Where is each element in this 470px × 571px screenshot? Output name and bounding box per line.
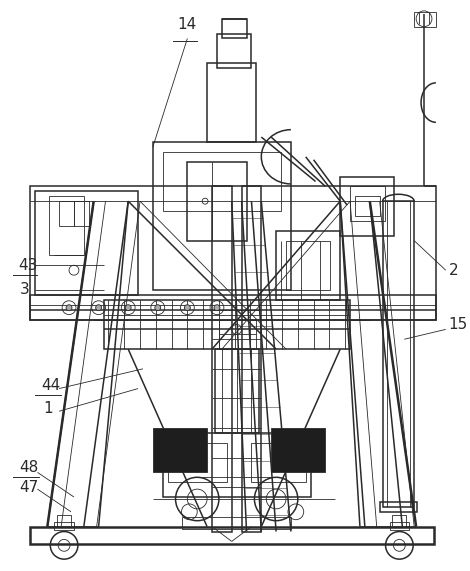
Bar [390, 522, 409, 529]
Text: 3: 3 [20, 283, 30, 297]
Bar [383, 201, 414, 507]
Bar [153, 142, 291, 290]
Text: 2: 2 [449, 263, 458, 278]
Bar [242, 186, 261, 532]
Text: 15: 15 [449, 317, 468, 332]
Circle shape [155, 305, 161, 311]
Bar [414, 12, 436, 27]
Circle shape [96, 305, 102, 311]
Bar [49, 196, 84, 255]
Text: 47: 47 [20, 480, 39, 494]
Bar [54, 522, 74, 529]
Bar [34, 191, 138, 295]
Text: 44: 44 [41, 378, 61, 393]
Bar [182, 517, 291, 529]
Bar [340, 176, 394, 236]
Bar [30, 186, 436, 320]
Bar [163, 433, 311, 497]
Bar [251, 443, 306, 482]
Bar [219, 320, 257, 349]
Bar [103, 300, 350, 349]
Bar [168, 443, 227, 482]
Bar [286, 240, 330, 290]
Bar [57, 515, 71, 526]
Bar [217, 34, 251, 68]
Circle shape [125, 305, 131, 311]
Bar [188, 162, 247, 240]
Bar [212, 186, 232, 532]
Circle shape [214, 305, 220, 311]
Bar [153, 428, 207, 472]
Text: 48: 48 [20, 460, 39, 475]
Text: 1: 1 [43, 401, 53, 416]
Bar [215, 349, 259, 433]
Bar [392, 515, 406, 526]
Bar [59, 201, 74, 226]
Bar [30, 526, 434, 544]
Bar [380, 502, 417, 512]
Text: 43: 43 [18, 258, 37, 273]
Bar [276, 231, 340, 300]
Bar [222, 19, 247, 38]
Bar [207, 63, 257, 142]
Bar [163, 152, 281, 211]
Text: 14: 14 [178, 17, 197, 31]
Bar [350, 186, 384, 221]
Bar [74, 201, 89, 226]
Bar [271, 428, 325, 472]
Circle shape [66, 305, 72, 311]
Bar [355, 196, 380, 216]
Circle shape [184, 305, 190, 311]
Bar [30, 295, 436, 320]
